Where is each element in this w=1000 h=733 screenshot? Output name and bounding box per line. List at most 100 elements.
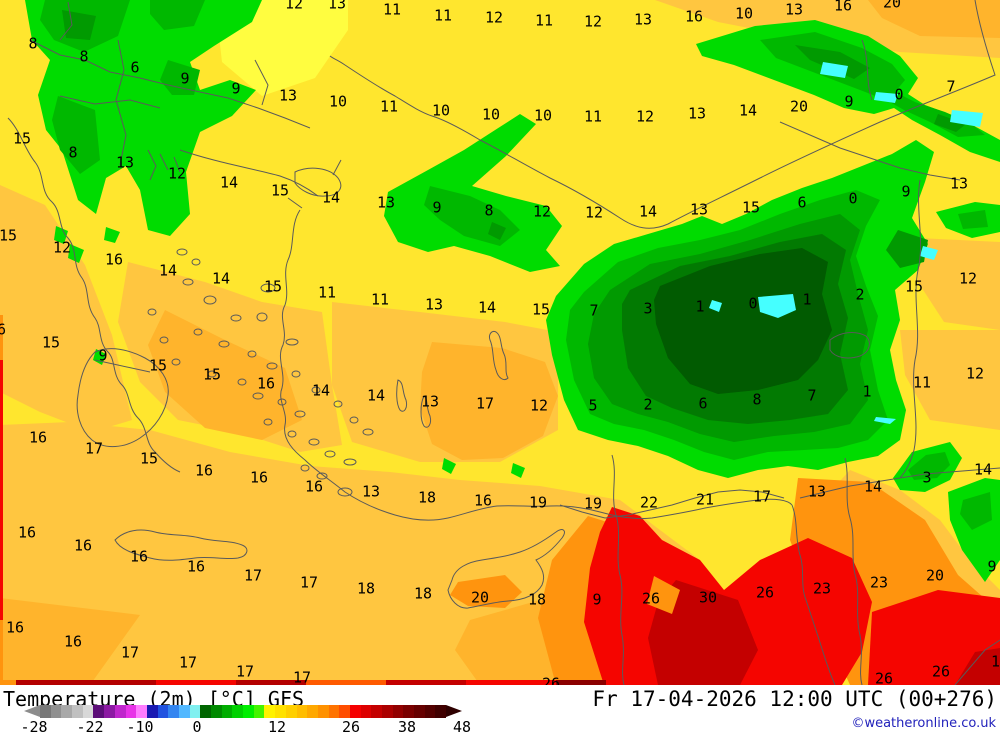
colorbar-cell (221, 705, 233, 718)
colorbar-tick: 0 (192, 718, 202, 733)
colorbar-cell (82, 705, 94, 718)
colorbar-tick: -28 (20, 718, 48, 733)
colorbar-cell (339, 705, 350, 718)
temp-value: 0 (894, 85, 904, 104)
temp-value: 13 (361, 482, 381, 501)
temp-value: 16 (17, 523, 37, 542)
temp-value: 13 (327, 0, 347, 13)
temp-value: 16 (5, 618, 25, 637)
temp-value: 10 (431, 101, 451, 120)
temp-value: 18 (417, 488, 437, 507)
temp-value: 17 (84, 439, 104, 458)
temp-value: 13 (376, 193, 396, 212)
temp-value: 16 (990, 652, 1000, 671)
temp-value: 16 (28, 428, 48, 447)
temp-value: 16 (684, 7, 704, 26)
temp-value: 16 (194, 461, 214, 480)
temp-value: 20 (925, 566, 945, 585)
temp-value: 26 (641, 589, 661, 608)
temp-value: 13 (687, 104, 707, 123)
temp-value: 11 (534, 11, 554, 30)
temp-value: 20 (882, 0, 902, 12)
colorbar-cell (168, 705, 179, 718)
temp-value: 12 (635, 107, 655, 126)
temp-value: 15 (0, 226, 18, 245)
colorbar-ticks: -28 -22 -10 0 12 26 38 48 (0, 718, 1000, 733)
temp-value: 5 (588, 396, 598, 415)
temp-value: 3 (922, 468, 932, 487)
temp-value: 16 (129, 547, 149, 566)
colorbar-cell (125, 705, 137, 718)
temp-value: 10 (481, 105, 501, 124)
colorbar-cell (146, 705, 158, 718)
colorbar-cell (285, 705, 297, 718)
colorbar-cell (275, 705, 286, 718)
temp-value: 8 (79, 47, 89, 66)
colorbar-cell (157, 705, 169, 718)
temp-value: 13 (807, 482, 827, 501)
temp-value: 15 (263, 277, 283, 296)
map-graphic (0, 0, 1000, 685)
temp-value: 23 (869, 573, 889, 592)
temp-value: 9 (98, 346, 108, 365)
temp-value: 14 (638, 202, 658, 221)
temp-value: 26 (874, 669, 894, 685)
temp-value: 14 (219, 173, 239, 192)
temp-value: 9 (987, 557, 997, 576)
temp-value: 18 (413, 584, 433, 603)
cold-region-greens (25, 0, 1000, 582)
temp-value: 12 (529, 396, 549, 415)
temp-value: 7 (807, 386, 817, 405)
temp-value: 12 (958, 269, 978, 288)
temp-value: 1 (802, 290, 812, 309)
temp-value: 12 (584, 203, 604, 222)
temp-value: 16 (63, 632, 83, 651)
temp-value: 16 (256, 374, 276, 393)
colorbar-cell (253, 705, 265, 718)
colorbar-cell (189, 705, 201, 718)
temp-value: 10 (734, 4, 754, 23)
temp-value: 6 (130, 58, 140, 77)
temp-value: 16 (473, 491, 493, 510)
colorbar-cell (61, 705, 73, 718)
temp-value: 22 (639, 493, 659, 512)
temp-value: 9 (901, 182, 911, 201)
temp-value: 16 (0, 320, 7, 339)
colorbar-cell (114, 705, 126, 718)
temp-value: 11 (382, 0, 402, 19)
temp-value: 13 (115, 153, 135, 172)
temp-value: 3 (643, 299, 653, 318)
temp-value: 10 (533, 106, 553, 125)
colorbar-cell (296, 705, 308, 718)
colorbar-tick: 38 (397, 718, 417, 733)
temp-value: 17 (120, 643, 140, 662)
temp-value: 23 (812, 579, 832, 598)
colorbar-cell (50, 705, 62, 718)
temp-value: 12 (532, 202, 552, 221)
freezing-spots-cyan (709, 62, 983, 424)
temp-value: 15 (741, 198, 761, 217)
temp-value: 19 (528, 493, 548, 512)
temp-value: 13 (424, 295, 444, 314)
temp-value: 0 (748, 294, 758, 313)
temp-value: 15 (139, 449, 159, 468)
colorbar-cell (72, 705, 83, 718)
temp-value: 15 (270, 181, 290, 200)
colorbar-tick: 26 (341, 718, 361, 733)
temp-value: 14 (211, 269, 231, 288)
colorbar-cell (307, 705, 318, 718)
temp-value: 30 (698, 588, 718, 607)
temp-value: 16 (73, 536, 93, 555)
coastlines (7, 0, 1000, 685)
temp-value: 11 (370, 290, 390, 309)
temp-value: 8 (484, 201, 494, 220)
temp-value: 11 (433, 6, 453, 25)
temp-value: 18 (527, 590, 547, 609)
colorbar-cell (424, 705, 436, 718)
temp-value: 0 (848, 189, 858, 208)
temp-value: 12 (484, 8, 504, 27)
temp-value: 1 (862, 382, 872, 401)
colorbar-tick: 12 (267, 718, 287, 733)
temp-value: 11 (379, 97, 399, 116)
colorbar-cell (211, 705, 222, 718)
